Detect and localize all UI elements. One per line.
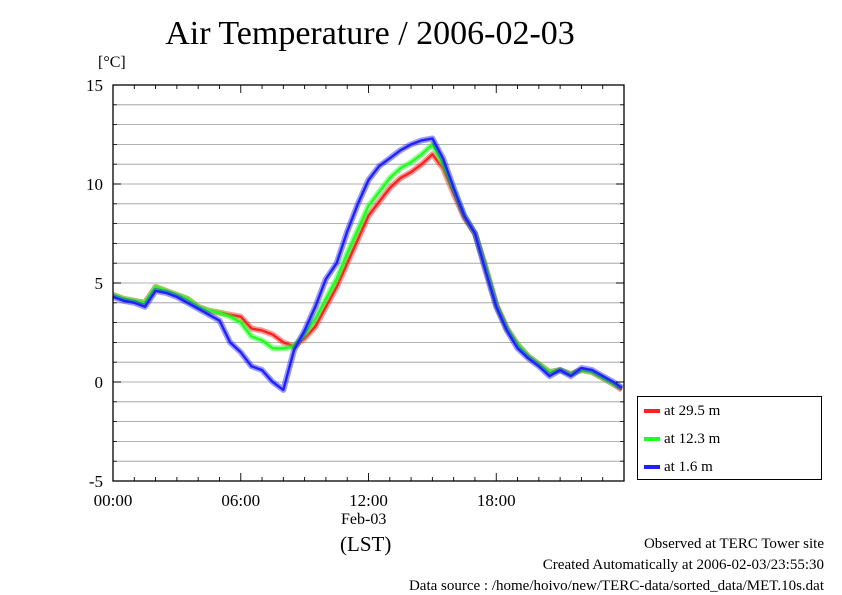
legend-label: at 1.6 m [664, 458, 713, 475]
series-lines [111, 135, 624, 393]
y-tick-label: -5 [89, 472, 103, 491]
footer-source: Data source : /home/hoivo/new/TERC-data/… [408, 578, 824, 594]
y-tick-label: 0 [95, 373, 104, 392]
x-date-label: Feb-03 [341, 511, 387, 528]
series-line [112, 137, 623, 392]
legend-swatch [644, 465, 660, 469]
legend-item: at 12.3 m [644, 429, 720, 449]
legend-swatch [644, 437, 660, 441]
footer-observed: Observed at TERC Tower site [643, 536, 824, 552]
x-tick-label: 12:00 [349, 491, 388, 510]
legend-swatch [644, 409, 660, 413]
grid-lines [113, 104, 624, 462]
y-tick-label: 5 [95, 274, 104, 293]
legend-label: at 29.5 m [664, 402, 721, 419]
series-line [112, 143, 623, 389]
legend-item: at 29.5 m [644, 401, 720, 421]
x-tick-label: 18:00 [477, 491, 516, 510]
legend-item: at 1.6 m [644, 457, 713, 477]
x-axis-label: (LST) [340, 532, 392, 556]
x-tick-label: 06:00 [221, 491, 260, 510]
y-tick-label: 10 [86, 175, 103, 194]
series-halo [111, 135, 624, 393]
axis-ticks: -5 0 5 10 15 00:00 06:00 12:00 18:00 [86, 76, 625, 510]
legend-label: at 12.3 m [664, 430, 721, 447]
y-axis-unit: [°C] [98, 54, 126, 71]
chart-title: Air Temperature / 2006-02-03 [165, 15, 575, 52]
legend: at 29.5 m at 12.3 m at 1.6 m [637, 396, 822, 480]
footer-created: Created Automatically at 2006-02-03/23:5… [542, 557, 824, 573]
x-tick-label: 00:00 [94, 491, 133, 510]
y-tick-label: 15 [86, 76, 103, 95]
